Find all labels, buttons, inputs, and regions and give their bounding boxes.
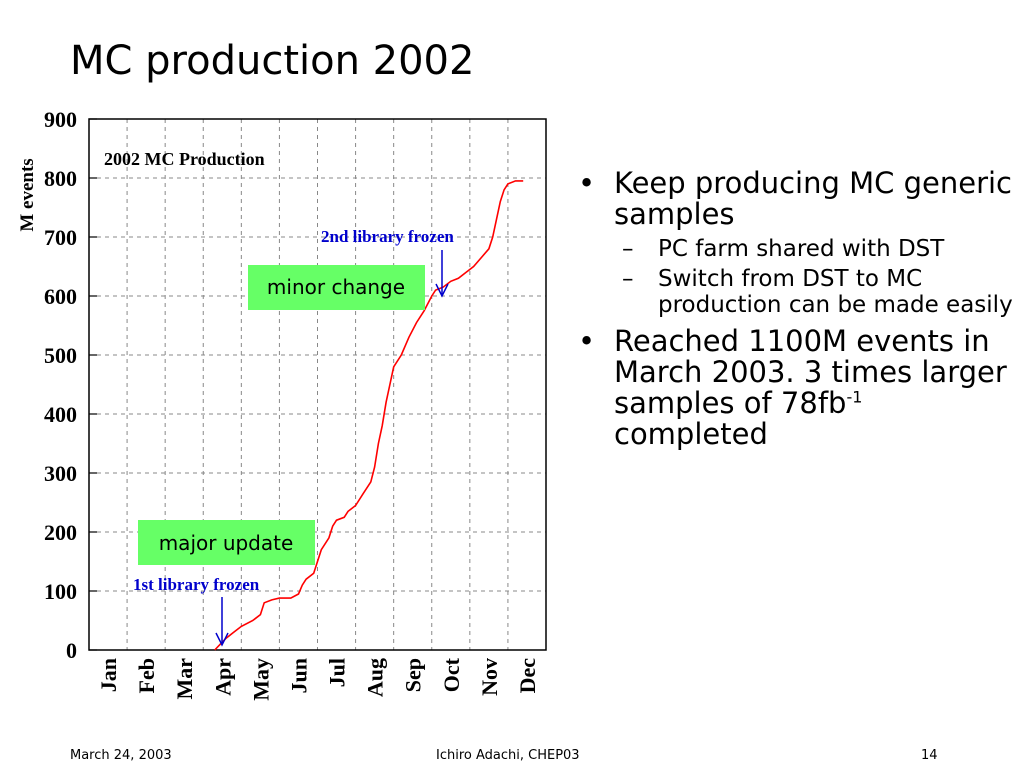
plot-frame: [88, 118, 547, 651]
x-ticks: Jan Feb Mar Apr May Jun Jul Aug Sep Oct Nov Dec: [96, 657, 540, 700]
x-tick-label: Dec: [515, 658, 540, 694]
bullet-tail: completed: [614, 417, 768, 451]
arrow-2nd-head: [435, 283, 449, 298]
series-line: [214, 180, 524, 651]
y-tick-label: 300: [44, 461, 77, 486]
sub-bullet-text: PC farm shared with DST: [658, 236, 945, 262]
x-tick-label: Apr: [210, 658, 235, 696]
y-tick-label: 100: [44, 579, 77, 604]
annotation-1st-library-frozen: 1st library frozen: [133, 575, 260, 594]
major-update-box: [138, 520, 315, 565]
bullet-text: Reached 1100M events in March 2003. 3 ti…: [614, 324, 1007, 420]
footer-page-number: 14: [921, 748, 938, 763]
y-tick-label: 900: [44, 107, 77, 132]
y-axis-label: M events: [17, 158, 38, 231]
minor-change-label: minor change: [267, 275, 405, 299]
y-tick-label: 500: [44, 343, 77, 368]
bullet-reached: • Reached 1100M events in March 2003. 3 …: [578, 326, 1018, 450]
y-tick-label: 600: [44, 284, 77, 309]
x-tick-label: Aug: [363, 658, 388, 697]
footer-date: March 24, 2003: [70, 748, 172, 763]
y-ticks: 0 100 200 300 400 500 600 700 800 900: [44, 107, 97, 663]
y-tick-label: 400: [44, 402, 77, 427]
y-tick-label: 700: [44, 225, 77, 250]
bullet-dot-icon: •: [578, 166, 596, 200]
bullet-text: Keep producing MC generic samples: [614, 166, 1012, 231]
x-tick-label: Sep: [401, 658, 426, 692]
annotations: 1st library frozen 2nd library frozen ma…: [133, 227, 454, 647]
x-tick-label: Jan: [96, 658, 121, 692]
sub-bullet-pc-farm: – PC farm shared with DST: [614, 236, 1018, 262]
annotation-2nd-library-frozen: 2nd library frozen: [321, 227, 454, 246]
major-update-label: major update: [159, 531, 294, 555]
bullet-superscript: -1: [846, 387, 863, 407]
y-tick-label: 0: [66, 638, 77, 663]
bullet-keep-producing: • Keep producing MC generic samples: [578, 168, 1018, 230]
dash-icon: –: [622, 236, 634, 262]
chart-title: 2002 MC Production: [104, 149, 265, 169]
footer-author: Ichiro Adachi, CHEP03: [436, 748, 580, 763]
sub-bullet-text: Switch from DST to MC production can be …: [658, 266, 1013, 318]
y-tick-label: 200: [44, 520, 77, 545]
y-tick-label: 800: [44, 166, 77, 191]
x-tick-label: Jul: [325, 658, 350, 687]
x-tick-label: Oct: [439, 657, 464, 692]
x-tick-label: Mar: [172, 658, 197, 700]
slide-title: MC production 2002: [70, 38, 475, 84]
x-tick-label: Feb: [134, 658, 159, 693]
grid: [89, 119, 546, 650]
sub-bullet-list: – PC farm shared with DST – Switch from …: [578, 236, 1018, 318]
bullet-list: • Keep producing MC generic samples – PC…: [578, 168, 1018, 456]
minor-change-box: [248, 265, 425, 310]
dash-icon: –: [622, 266, 634, 292]
bullet-dot-icon: •: [578, 324, 596, 358]
x-tick-label: May: [248, 658, 273, 701]
x-tick-label: Jun: [286, 658, 311, 693]
x-tick-label: Nov: [477, 658, 502, 696]
arrow-1st-head: [215, 632, 229, 647]
sub-bullet-switch: – Switch from DST to MC production can b…: [614, 266, 1018, 318]
